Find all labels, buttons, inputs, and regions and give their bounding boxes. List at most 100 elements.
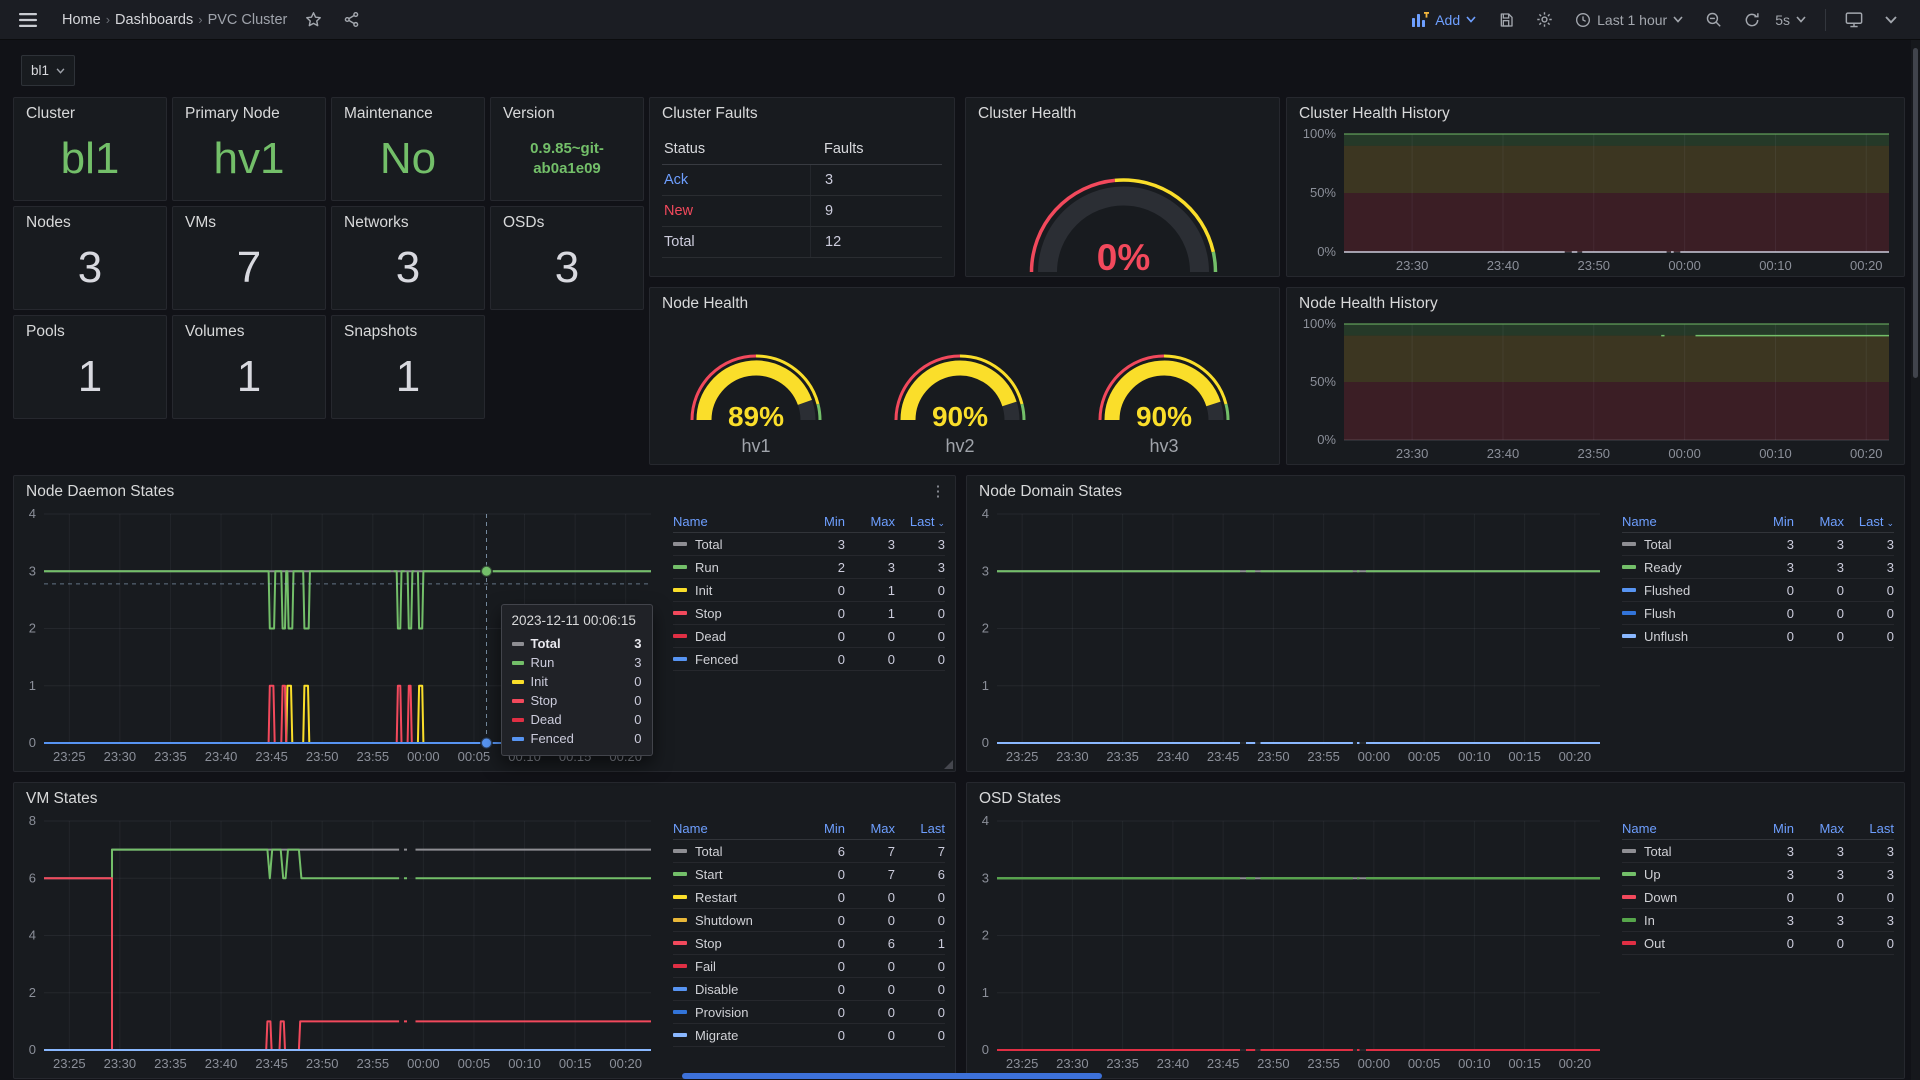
legend-header-max[interactable]: Max bbox=[1819, 820, 1844, 836]
legend-series-toggle[interactable]: Fail bbox=[673, 959, 795, 974]
legend-series-toggle[interactable]: Stop bbox=[673, 606, 795, 621]
stat-value: 3 bbox=[554, 243, 580, 292]
legend-series-toggle[interactable]: Start bbox=[673, 867, 795, 882]
legend-series-toggle[interactable]: In bbox=[1622, 913, 1744, 928]
legend-header-min[interactable]: Min bbox=[1773, 513, 1794, 529]
legend-series-toggle[interactable]: Migrate bbox=[673, 1028, 795, 1043]
legend-header-name[interactable]: Name bbox=[1622, 820, 1657, 836]
refresh-interval-dropdown[interactable]: 5s bbox=[1773, 5, 1815, 35]
stat-panel-primary-node: Primary Node hv1 bbox=[172, 97, 326, 201]
legend-series-toggle[interactable]: Up bbox=[1622, 867, 1744, 882]
panel-menu-kebab-icon[interactable]: ⋮ bbox=[930, 483, 946, 500]
legend-header-min[interactable]: Min bbox=[824, 513, 845, 529]
stat-title: Cluster bbox=[26, 105, 76, 122]
svg-text:hv2: hv2 bbox=[945, 436, 974, 456]
legend-series-toggle[interactable]: Disable bbox=[673, 982, 795, 997]
legend-series-toggle[interactable]: Provision bbox=[673, 1005, 795, 1020]
faults-row: New 9 bbox=[662, 196, 942, 227]
legend-series-toggle[interactable]: Total bbox=[1622, 537, 1744, 552]
legend-series-toggle[interactable]: Shutdown bbox=[673, 913, 795, 928]
hamburger-menu-icon[interactable] bbox=[14, 6, 42, 34]
refresh-button[interactable] bbox=[1735, 5, 1769, 35]
legend-max: 0 bbox=[887, 958, 895, 974]
svg-text:4: 4 bbox=[29, 928, 36, 943]
legend-table: Name Min Max Last Total 6 7 7 Start 0 7 6 Restart 0 0 0… bbox=[673, 817, 945, 1047]
svg-text:00:15: 00:15 bbox=[1508, 749, 1541, 764]
svg-text:00:20: 00:20 bbox=[1559, 749, 1592, 764]
svg-text:0: 0 bbox=[29, 735, 36, 750]
legend-max: 0 bbox=[887, 1004, 895, 1020]
legend-series-toggle[interactable]: Unflush bbox=[1622, 629, 1744, 644]
zoom-out-button[interactable] bbox=[1696, 5, 1731, 35]
share-icon[interactable] bbox=[337, 6, 365, 34]
node-health-history-chart: 23:30 23:40 23:50 00:00 00:10 00:20 0% 50% 100% bbox=[1303, 318, 1889, 461]
series-color-swatch bbox=[673, 657, 687, 661]
add-button[interactable]: Add bbox=[1403, 5, 1485, 35]
legend-last: 0 bbox=[937, 605, 945, 621]
legend-header-last[interactable]: Last bbox=[920, 820, 945, 836]
panel-resize-handle[interactable] bbox=[944, 760, 953, 769]
cluster-variable-dropdown[interactable]: bl1 bbox=[21, 55, 76, 86]
legend-header-last[interactable]: Last bbox=[1869, 820, 1894, 836]
svg-text:23:40: 23:40 bbox=[1157, 749, 1190, 764]
legend-header-max[interactable]: Max bbox=[870, 513, 895, 529]
svg-text:23:55: 23:55 bbox=[1307, 749, 1340, 764]
vertical-scrollbar-track[interactable] bbox=[1911, 40, 1920, 1080]
legend-series-toggle[interactable]: Dead bbox=[673, 629, 795, 644]
svg-text:23:30: 23:30 bbox=[1056, 1056, 1089, 1071]
series-color-swatch bbox=[511, 717, 524, 722]
legend-header-min[interactable]: Min bbox=[824, 820, 845, 836]
legend-series-toggle[interactable]: Flushed bbox=[1622, 583, 1744, 598]
svg-text:00:05: 00:05 bbox=[1408, 1056, 1441, 1071]
legend-header-name[interactable]: Name bbox=[1622, 513, 1657, 529]
legend-series-toggle[interactable]: Out bbox=[1622, 936, 1744, 951]
node-domain-states-panel: Node Domain States 23:25 23:30 23:35 23:40 23… bbox=[966, 475, 1905, 772]
series-color-swatch bbox=[511, 641, 524, 646]
star-icon[interactable] bbox=[299, 6, 327, 34]
legend-series-toggle[interactable]: Total bbox=[673, 844, 795, 859]
legend-row: Init 0 1 0 bbox=[673, 579, 945, 602]
stat-panel-pools: Pools 1 bbox=[13, 315, 167, 419]
svg-text:23:45: 23:45 bbox=[1207, 749, 1240, 764]
svg-text:23:25: 23:25 bbox=[1006, 1056, 1039, 1071]
nav-divider bbox=[1825, 8, 1826, 31]
legend-series-toggle[interactable]: Stop bbox=[673, 936, 795, 951]
legend-series-toggle[interactable]: Init bbox=[673, 583, 795, 598]
legend-header-last[interactable]: Last ⌄ bbox=[1858, 513, 1894, 529]
stat-panel-networks: Networks 3 bbox=[331, 206, 485, 310]
time-range-picker[interactable]: Last 1 hour bbox=[1566, 5, 1692, 35]
legend-header-max[interactable]: Max bbox=[1819, 513, 1844, 529]
series-color-swatch bbox=[673, 542, 687, 546]
legend-series-toggle[interactable]: Fenced bbox=[673, 652, 795, 667]
legend-series-toggle[interactable]: Run bbox=[673, 560, 795, 575]
legend-min: 0 bbox=[837, 605, 845, 621]
svg-text:23:35: 23:35 bbox=[154, 749, 187, 764]
legend-max: 3 bbox=[887, 559, 895, 575]
breadcrumb-home[interactable]: Home bbox=[62, 11, 101, 28]
legend-header-last[interactable]: Last ⌄ bbox=[909, 513, 945, 529]
vertical-scrollbar-thumb[interactable] bbox=[1913, 48, 1918, 378]
svg-text:23:50: 23:50 bbox=[1257, 1056, 1290, 1071]
kiosk-mode-button[interactable] bbox=[1836, 5, 1872, 35]
legend-series-toggle[interactable]: Flush bbox=[1622, 606, 1744, 621]
legend-last: 0 bbox=[937, 912, 945, 928]
svg-text:90%: 90% bbox=[1136, 401, 1192, 432]
legend-series-toggle[interactable]: Down bbox=[1622, 890, 1744, 905]
breadcrumb-dashboards[interactable]: Dashboards bbox=[115, 11, 194, 28]
navbar-collapse-chevron[interactable] bbox=[1876, 5, 1906, 35]
legend-series-toggle[interactable]: Ready bbox=[1622, 560, 1744, 575]
legend-series-toggle[interactable]: Restart bbox=[673, 890, 795, 905]
legend-series-toggle[interactable]: Total bbox=[673, 537, 795, 552]
legend-header-name[interactable]: Name bbox=[673, 513, 708, 529]
breadcrumb-separator: › bbox=[198, 12, 203, 27]
dashboard-settings-button[interactable] bbox=[1527, 5, 1562, 35]
horizontal-scrollbar-thumb[interactable] bbox=[682, 1073, 1102, 1079]
legend-header-min[interactable]: Min bbox=[1773, 820, 1794, 836]
save-dashboard-button[interactable] bbox=[1489, 5, 1523, 35]
legend-min: 6 bbox=[837, 843, 845, 859]
legend-header-name[interactable]: Name bbox=[673, 820, 708, 836]
stat-title: VMs bbox=[185, 214, 216, 231]
legend-header-max[interactable]: Max bbox=[870, 820, 895, 836]
node-health-gauges-panel: Node Health 89% hv1 90% hv2 90% hv3 bbox=[649, 287, 1280, 465]
legend-series-toggle[interactable]: Total bbox=[1622, 844, 1744, 859]
